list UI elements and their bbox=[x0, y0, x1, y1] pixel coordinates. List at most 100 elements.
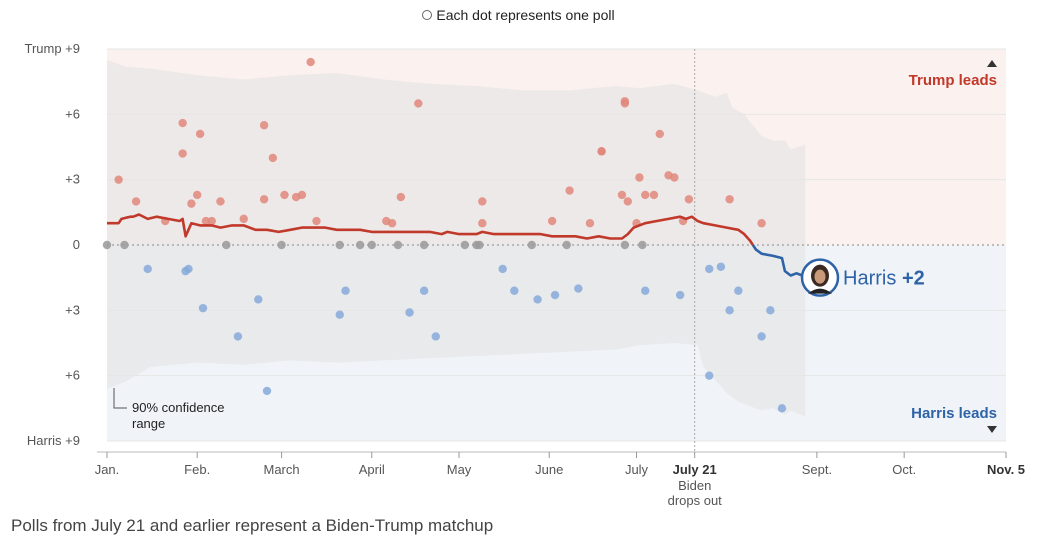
poll-dot bbox=[178, 118, 187, 128]
footnote: Polls from July 21 and earlier represent… bbox=[11, 516, 494, 535]
poll-dot bbox=[367, 240, 376, 250]
poll-dot bbox=[478, 219, 487, 228]
poll-dot bbox=[655, 129, 664, 139]
y-tick-label: +3 bbox=[65, 302, 80, 317]
poll-dot bbox=[262, 386, 272, 396]
poll-dot bbox=[131, 197, 141, 206]
x-tick-label: Feb. bbox=[184, 462, 210, 477]
poll-dot-icon bbox=[422, 10, 433, 21]
y-tick-label: 0 bbox=[73, 237, 80, 252]
poll-dot bbox=[705, 371, 714, 380]
poll-dot bbox=[635, 173, 644, 182]
poll-dot bbox=[114, 175, 123, 184]
poll-dot bbox=[574, 284, 583, 293]
poll-dot bbox=[475, 240, 484, 250]
harris-end-value: +2 bbox=[902, 268, 925, 290]
poll-dot bbox=[239, 214, 248, 224]
y-tick-label: Trump +9 bbox=[24, 41, 80, 56]
poll-dot bbox=[405, 308, 414, 317]
poll-dot bbox=[341, 286, 350, 295]
poll-dot bbox=[419, 240, 429, 250]
poll-dot bbox=[641, 190, 650, 200]
poll-dot bbox=[623, 197, 632, 206]
legend-text: Each dot represents one poll bbox=[436, 7, 615, 23]
poll-dot bbox=[757, 332, 766, 341]
poll-dot bbox=[620, 97, 630, 106]
poll-dot bbox=[192, 190, 202, 200]
y-tick-label: +3 bbox=[65, 172, 80, 187]
poll-dot bbox=[254, 295, 263, 304]
poll-dot bbox=[725, 195, 734, 204]
x-tick-label: Sept. bbox=[802, 462, 832, 477]
poll-dot bbox=[565, 186, 574, 195]
legend: Each dot represents one poll bbox=[0, 7, 1037, 23]
poll-dot bbox=[638, 240, 647, 250]
poll-dot bbox=[617, 190, 627, 200]
poll-dot bbox=[716, 262, 726, 271]
poll-dot bbox=[510, 286, 519, 295]
poll-dot bbox=[675, 290, 685, 300]
poll-dot bbox=[297, 190, 307, 200]
poll-dot bbox=[620, 240, 630, 250]
poll-dot bbox=[201, 216, 211, 226]
x-tick-label: June bbox=[535, 462, 563, 477]
poll-dot bbox=[120, 240, 129, 250]
poll-dot bbox=[280, 190, 289, 200]
poll-dot bbox=[498, 264, 507, 274]
poll-dot bbox=[184, 264, 193, 274]
avatar-face-icon bbox=[814, 269, 826, 284]
x-tick-label: July bbox=[625, 462, 649, 477]
poll-dot bbox=[312, 216, 321, 226]
harris-end-label: Harris bbox=[843, 268, 896, 290]
poll-dot bbox=[259, 121, 269, 130]
poll-dot bbox=[705, 264, 714, 274]
avatar-body-icon bbox=[808, 288, 832, 294]
poll-dot bbox=[216, 197, 225, 206]
poll-dot bbox=[641, 286, 650, 295]
annotation-leader bbox=[113, 388, 127, 409]
poll-dot bbox=[355, 240, 365, 250]
poll-dot bbox=[187, 199, 196, 208]
y-tick-label: Harris +9 bbox=[27, 433, 80, 448]
poll-dot bbox=[777, 404, 787, 413]
poll-dot bbox=[335, 310, 344, 319]
annotation-text: 90% confidence bbox=[132, 400, 225, 415]
poll-dot bbox=[335, 240, 344, 250]
poll-dot bbox=[562, 240, 571, 250]
poll-dot bbox=[198, 303, 208, 313]
up-triangle-icon bbox=[987, 60, 997, 67]
poll-dot bbox=[207, 216, 216, 226]
poll-dot bbox=[387, 219, 397, 228]
poll-dot bbox=[102, 240, 112, 250]
poll-dot bbox=[277, 240, 286, 250]
x-tick-label: March bbox=[264, 462, 300, 477]
poll-dot bbox=[649, 190, 659, 200]
trump-trend-line bbox=[107, 213, 754, 246]
poll-dot bbox=[222, 240, 231, 250]
poll-dot bbox=[684, 195, 694, 204]
poll-dot bbox=[460, 240, 470, 250]
poll-dot bbox=[178, 149, 187, 158]
poll-dot bbox=[757, 219, 766, 228]
poll-dot bbox=[259, 195, 269, 204]
y-tick-label: +6 bbox=[65, 368, 80, 383]
poll-dot bbox=[396, 192, 406, 202]
poll-dot bbox=[670, 173, 679, 182]
trump-leads-label: Trump leads bbox=[909, 72, 997, 89]
poll-dot bbox=[725, 306, 734, 315]
annotation-text: range bbox=[132, 416, 165, 431]
y-tick-label: +6 bbox=[65, 106, 80, 121]
poll-dot bbox=[478, 197, 487, 206]
poll-dot bbox=[268, 153, 278, 163]
poll-dot bbox=[393, 240, 403, 250]
event-label: Biden bbox=[678, 478, 711, 493]
x-tick-label: July 21 bbox=[673, 462, 717, 477]
poll-dot bbox=[419, 286, 429, 295]
confidence-band bbox=[107, 59, 806, 418]
poll-dot bbox=[431, 332, 440, 341]
x-tick-label: Jan. bbox=[95, 462, 120, 477]
x-tick-label: April bbox=[359, 462, 385, 477]
harris-trend-line bbox=[751, 244, 807, 279]
x-tick-label: May bbox=[447, 462, 472, 477]
